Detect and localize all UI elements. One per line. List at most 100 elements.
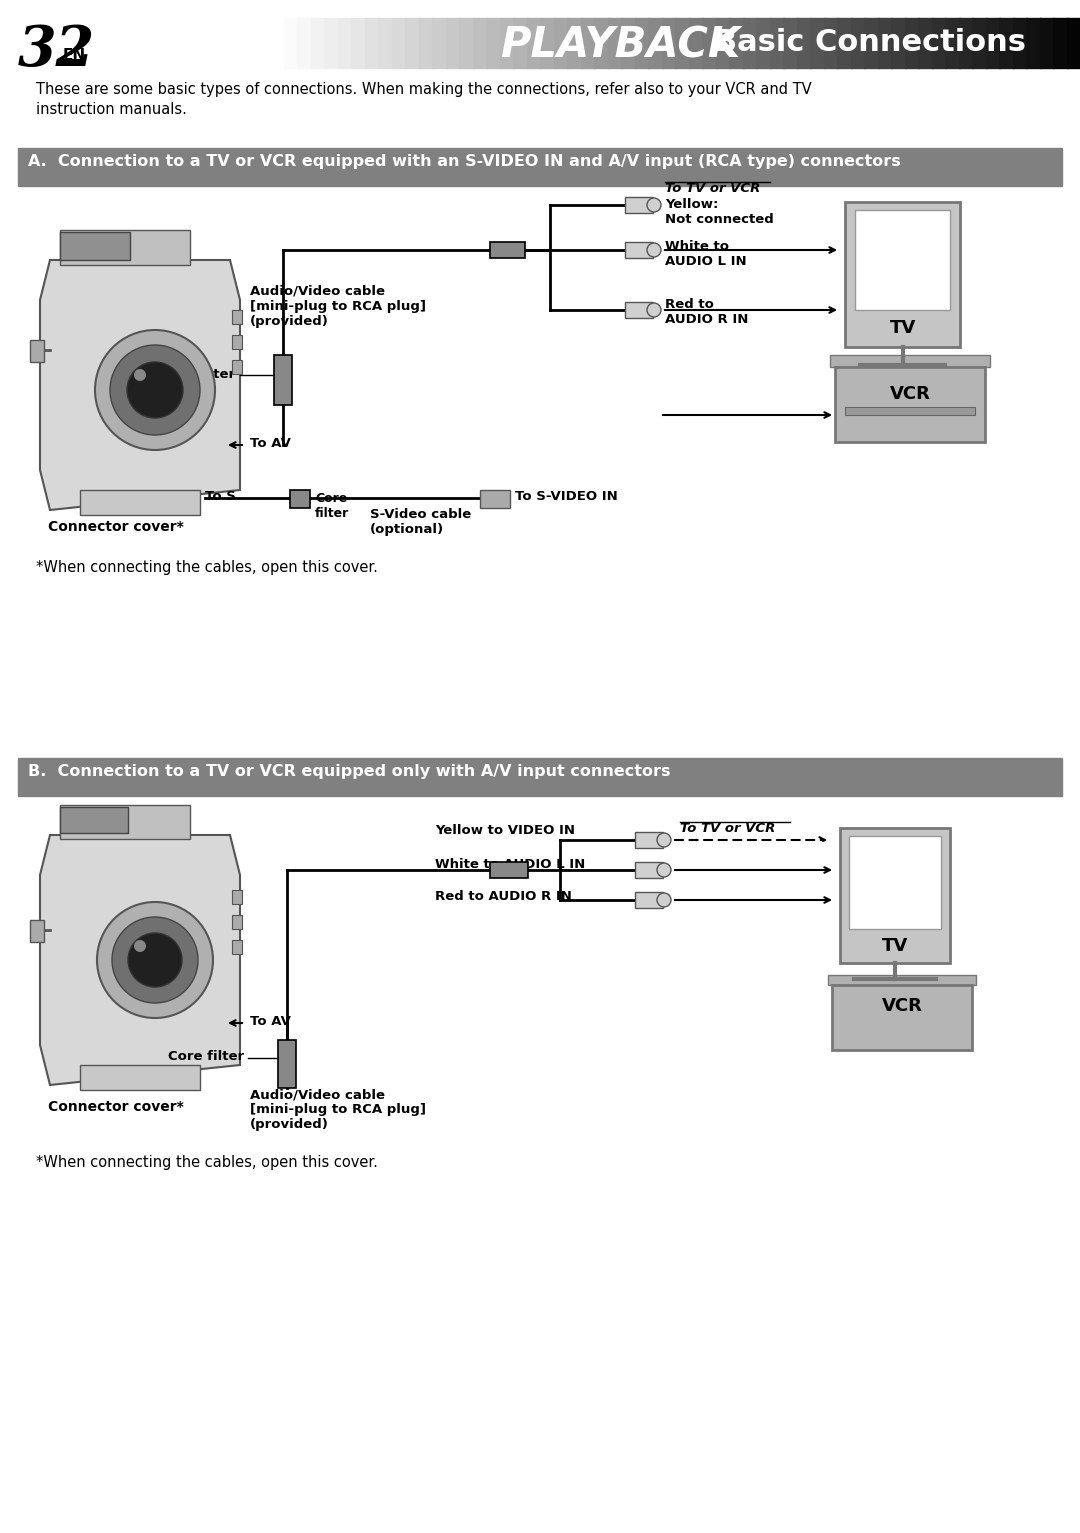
Bar [831,356,990,366]
Text: *When connecting the cables, open this cover.: *When connecting the cables, open this c… [36,1154,378,1170]
Text: TV: TV [882,937,908,955]
Bar [702,18,716,67]
Bar [824,18,838,67]
Text: To AV: To AV [249,1015,291,1029]
Text: To S: To S [205,491,235,503]
Bar [540,18,554,67]
Text: VCR: VCR [890,385,931,403]
Bar [432,18,446,67]
Bar [278,1039,296,1088]
Bar [797,18,811,67]
Bar [0,18,14,67]
Bar [625,302,653,317]
Bar [257,18,271,67]
Bar [635,892,663,908]
Bar [459,18,473,67]
Bar [149,18,163,67]
Bar [229,18,244,67]
Bar [337,18,352,67]
Bar [635,862,663,878]
Text: Connector cover*: Connector cover* [48,1101,184,1114]
Text: Connector cover*: Connector cover* [48,520,184,533]
Bar [54,18,68,67]
Bar [81,18,95,67]
Bar [391,18,406,67]
Circle shape [129,934,183,987]
Text: Yellow to VIDEO IN: Yellow to VIDEO IN [435,825,575,837]
Bar [270,18,284,67]
Bar [835,366,985,442]
Bar [845,406,975,415]
Circle shape [647,304,661,317]
Bar [274,356,292,405]
Bar [877,18,892,67]
Bar [864,18,878,67]
Bar [189,18,203,67]
Bar [297,18,311,67]
Text: Core
filter: Core filter [315,492,349,520]
Bar [832,986,972,1050]
Bar [849,835,941,929]
Bar [486,18,500,67]
Text: To TV or VCR: To TV or VCR [665,182,760,195]
Bar [121,18,136,67]
Circle shape [647,244,661,258]
Bar [715,18,730,67]
Bar [783,18,797,67]
Text: To TV or VCR: To TV or VCR [680,822,775,835]
Circle shape [657,863,671,877]
Text: White to
AUDIO L IN: White to AUDIO L IN [665,241,746,268]
Bar [162,18,176,67]
Bar [480,491,510,507]
Bar [30,920,44,941]
Bar [60,231,130,261]
Bar [365,18,379,67]
Bar [905,18,919,67]
Bar [473,18,487,67]
Bar [756,18,770,67]
Bar [594,18,608,67]
Bar [810,18,824,67]
Bar [95,18,109,67]
Text: Red to
AUDIO R IN: Red to AUDIO R IN [665,297,748,327]
Circle shape [97,901,213,1018]
Bar [729,18,743,67]
Text: Core filter: Core filter [167,1050,244,1062]
Bar [855,210,950,310]
Bar [607,18,622,67]
Bar [232,336,242,350]
Bar [918,18,932,67]
Bar [828,975,976,986]
Bar [675,18,689,67]
Bar [291,491,310,507]
Text: Core filter: Core filter [159,368,235,382]
Text: *When connecting the cables, open this cover.: *When connecting the cables, open this c… [36,560,378,575]
Text: Audio/Video cable
[mini-plug to RCA plug]
(provided): Audio/Video cable [mini-plug to RCA plug… [249,285,426,328]
Circle shape [134,940,146,952]
Bar [283,18,298,67]
Bar [490,242,525,258]
Bar [931,18,946,67]
Bar [513,18,527,67]
Bar [135,18,149,67]
Circle shape [657,832,671,848]
Text: Yellow:
Not connected: Yellow: Not connected [665,198,773,225]
Bar [661,18,676,67]
Bar [27,18,41,67]
Bar [945,18,959,67]
Bar [972,18,986,67]
Text: S-Video cable
(optional): S-Video cable (optional) [370,507,471,537]
Bar [446,18,460,67]
Bar [490,862,528,878]
Bar [232,915,242,929]
Bar [41,18,55,67]
Bar [891,18,905,67]
Bar [621,18,635,67]
Text: Basic Connections: Basic Connections [714,28,1026,57]
Bar [581,18,595,67]
Text: PLAYBACK: PLAYBACK [500,25,740,66]
Text: TV: TV [889,319,916,337]
Bar [648,18,662,67]
Text: To AV: To AV [249,437,291,451]
Bar [743,18,757,67]
